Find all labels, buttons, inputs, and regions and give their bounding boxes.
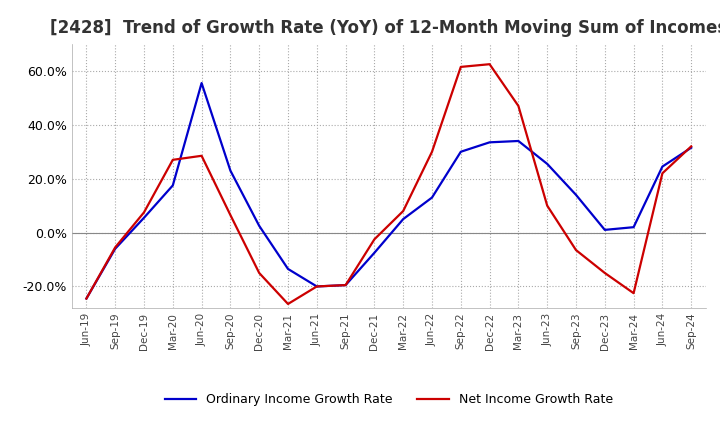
Net Income Growth Rate [341,282,350,288]
Net Income Growth Rate [514,103,523,109]
Ordinary Income Growth Rate [341,282,350,288]
Net Income Growth Rate [572,247,580,253]
Ordinary Income Growth Rate [111,246,120,251]
Ordinary Income Growth Rate [168,183,177,188]
Line: Net Income Growth Rate: Net Income Growth Rate [86,64,691,304]
Net Income Growth Rate [111,245,120,250]
Net Income Growth Rate [658,171,667,176]
Net Income Growth Rate [226,213,235,218]
Net Income Growth Rate [255,270,264,275]
Ordinary Income Growth Rate [312,284,321,289]
Net Income Growth Rate [543,203,552,208]
Ordinary Income Growth Rate [687,145,696,150]
Ordinary Income Growth Rate [226,168,235,173]
Net Income Growth Rate [456,64,465,70]
Ordinary Income Growth Rate [370,250,379,255]
Net Income Growth Rate [428,149,436,154]
Net Income Growth Rate [197,153,206,158]
Net Income Growth Rate [140,210,148,215]
Net Income Growth Rate [312,284,321,289]
Ordinary Income Growth Rate [658,164,667,169]
Ordinary Income Growth Rate [629,224,638,230]
Net Income Growth Rate [600,270,609,275]
Ordinary Income Growth Rate [197,81,206,86]
Ordinary Income Growth Rate [543,161,552,166]
Net Income Growth Rate [629,290,638,296]
Legend: Ordinary Income Growth Rate, Net Income Growth Rate: Ordinary Income Growth Rate, Net Income … [160,388,618,411]
Title: [2428]  Trend of Growth Rate (YoY) of 12-Month Moving Sum of Incomes: [2428] Trend of Growth Rate (YoY) of 12-… [50,19,720,37]
Net Income Growth Rate [687,144,696,149]
Ordinary Income Growth Rate [284,266,292,271]
Net Income Growth Rate [82,296,91,301]
Net Income Growth Rate [284,301,292,307]
Ordinary Income Growth Rate [456,149,465,154]
Ordinary Income Growth Rate [399,216,408,222]
Net Income Growth Rate [370,237,379,242]
Ordinary Income Growth Rate [428,195,436,200]
Ordinary Income Growth Rate [514,138,523,143]
Ordinary Income Growth Rate [572,192,580,198]
Ordinary Income Growth Rate [255,223,264,228]
Ordinary Income Growth Rate [600,227,609,232]
Ordinary Income Growth Rate [82,296,91,301]
Ordinary Income Growth Rate [140,215,148,220]
Net Income Growth Rate [399,209,408,214]
Net Income Growth Rate [168,157,177,162]
Net Income Growth Rate [485,62,494,67]
Ordinary Income Growth Rate [485,139,494,145]
Line: Ordinary Income Growth Rate: Ordinary Income Growth Rate [86,83,691,299]
